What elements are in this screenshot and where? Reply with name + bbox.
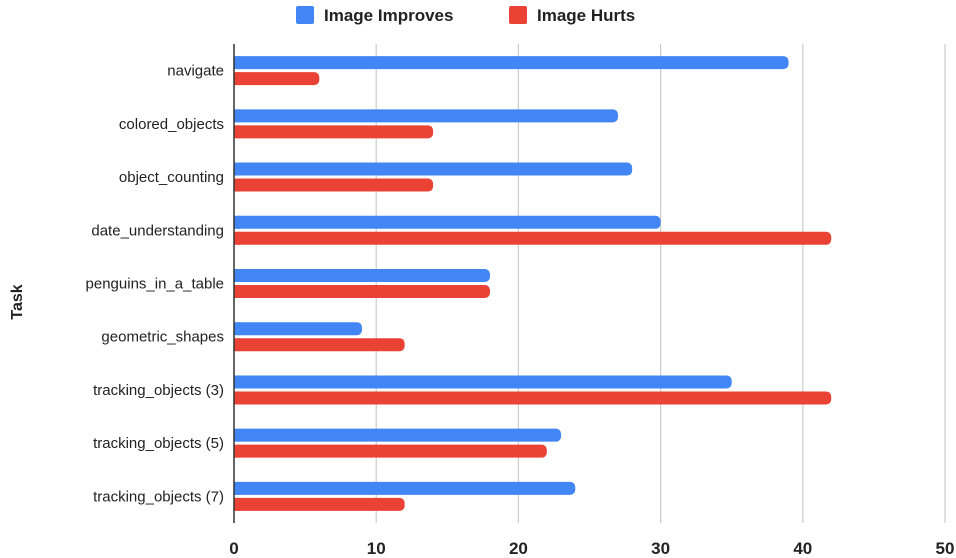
bar-image-improves: [234, 482, 575, 495]
bar-image-improves: [234, 56, 789, 69]
bar-base: [234, 445, 240, 458]
x-tick-label: 20: [509, 539, 528, 558]
bar-image-improves: [234, 216, 661, 229]
x-tick-label: 30: [651, 539, 670, 558]
x-tick-label: 10: [367, 539, 386, 558]
bar-image-hurts: [234, 232, 831, 245]
bar-base: [234, 338, 240, 351]
category-label: tracking_objects (7): [93, 488, 224, 505]
bar-base: [234, 232, 240, 245]
bar-base: [234, 391, 240, 404]
bar-image-hurts: [234, 391, 831, 404]
bar-image-hurts: [234, 498, 405, 511]
bar-base: [234, 163, 240, 176]
y-axis-title: Task: [9, 284, 26, 319]
category-label: tracking_objects (5): [93, 435, 224, 452]
bar-base: [234, 72, 240, 85]
category-label: object_counting: [119, 169, 224, 186]
bar-image-improves: [234, 163, 632, 176]
bar-image-hurts: [234, 445, 547, 458]
bar-base: [234, 375, 240, 388]
bars: [234, 56, 831, 511]
bar-image-improves: [234, 375, 732, 388]
category-label: colored_objects: [119, 116, 224, 133]
bar-base: [234, 429, 240, 442]
bar-image-hurts: [234, 338, 405, 351]
bar-base: [234, 322, 240, 335]
bar-base: [234, 56, 240, 69]
x-tick-label: 0: [229, 539, 238, 558]
legend-swatch: [509, 6, 527, 24]
x-tick-labels: 0 10 20 30 40 50: [229, 539, 954, 558]
bar-base: [234, 109, 240, 122]
bar-image-hurts: [234, 285, 490, 298]
bar-base: [234, 125, 240, 138]
bar-image-improves: [234, 429, 561, 442]
bar-image-hurts: [234, 179, 433, 192]
category-label: date_understanding: [91, 222, 224, 239]
bar-base: [234, 482, 240, 495]
category-labels: navigate colored_objects object_countingda…: [86, 63, 224, 506]
category-label: penguins_in_a_table: [86, 276, 224, 293]
bar-base: [234, 179, 240, 192]
legend: Image Improves Image Hurts: [296, 6, 635, 25]
bar-image-improves: [234, 322, 362, 335]
legend-label: Image Hurts: [537, 6, 635, 25]
category-label: geometric_shapes: [101, 329, 224, 346]
x-tick-label: 50: [936, 539, 955, 558]
bar-base: [234, 216, 240, 229]
legend-label: Image Improves: [324, 6, 453, 25]
bar-base: [234, 285, 240, 298]
bar-base: [234, 269, 240, 282]
category-label: tracking_objects (3): [93, 382, 224, 399]
bar-image-hurts: [234, 72, 319, 85]
bar-image-hurts: [234, 125, 433, 138]
bar-image-improves: [234, 269, 490, 282]
bar-image-improves: [234, 109, 618, 122]
x-tick-label: 40: [793, 539, 812, 558]
bar-base: [234, 498, 240, 511]
legend-swatch: [296, 6, 314, 24]
category-label: navigate: [167, 63, 224, 80]
